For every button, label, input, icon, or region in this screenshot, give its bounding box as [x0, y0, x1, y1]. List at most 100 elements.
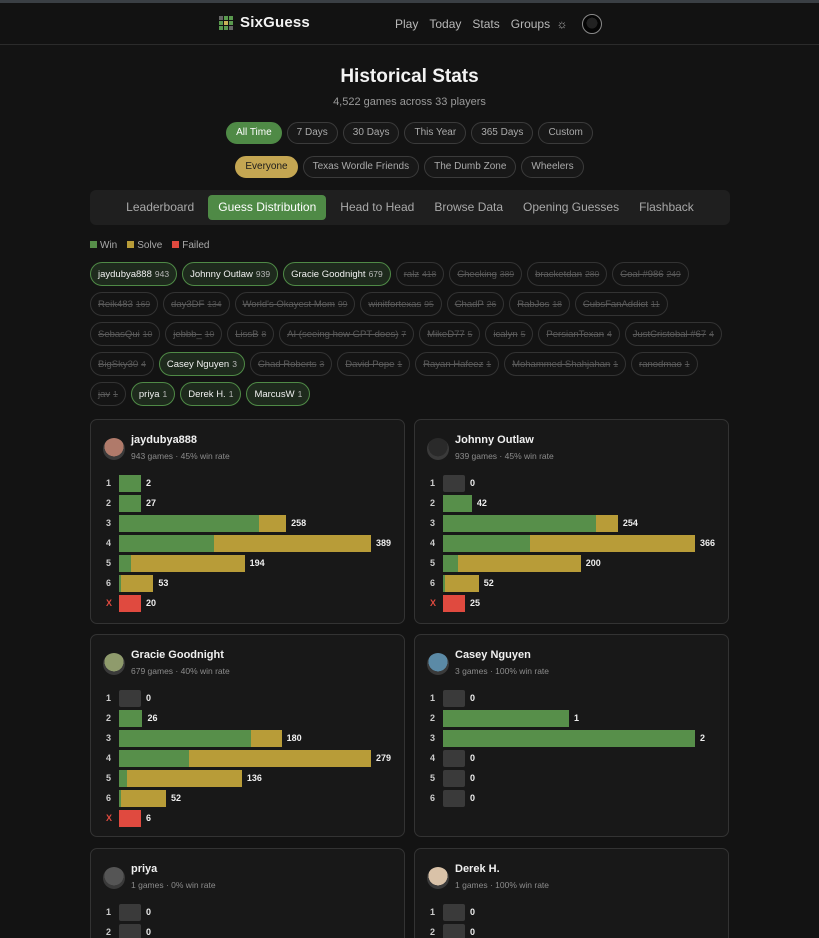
player-chip[interactable]: priya 1: [130, 382, 176, 406]
player-chip-count: 18: [552, 299, 562, 309]
player-chip[interactable]: Johnny Outlaw 939: [182, 262, 279, 286]
bar-value: 2: [700, 733, 706, 743]
player-chip[interactable]: JustCristobal #67 4: [624, 322, 722, 346]
group-filter-0[interactable]: Everyone: [235, 156, 298, 178]
player-chip[interactable]: icalyn 5: [485, 322, 534, 346]
player-chip[interactable]: MikeD77 5: [419, 322, 481, 346]
player-chip[interactable]: day3DF 134: [163, 292, 230, 316]
group-filter-row: Everyone Texas Wordle Friends The Dumb Zon…: [0, 156, 819, 178]
player-chip[interactable]: winitfortexas 95: [360, 292, 442, 316]
time-filter-3[interactable]: This Year: [404, 122, 467, 144]
player-chip-count: 8: [261, 329, 267, 339]
player-chip[interactable]: Chad Roberts 3: [249, 352, 333, 376]
player-chip-count: 1: [162, 389, 168, 399]
player-name: Johnny Outlaw: [455, 434, 534, 446]
player-chip[interactable]: Reik483 169: [90, 292, 159, 316]
nav-play[interactable]: Play: [395, 17, 419, 31]
theme-toggle-sun-icon[interactable]: ☼: [556, 17, 568, 31]
player-chip[interactable]: CubsFanAddict 11: [574, 292, 668, 316]
player-chip-count: 5: [467, 329, 473, 339]
player-chip-name: AI (seeing how GPT does): [287, 329, 399, 340]
player-chip[interactable]: ranodmao 1: [631, 352, 698, 376]
player-chip[interactable]: BigSky30 4: [90, 352, 154, 376]
player-chip[interactable]: World's Okayest Mom 99: [234, 292, 356, 316]
user-avatar[interactable]: [582, 14, 602, 34]
tab-guess-distribution[interactable]: Guess Distribution: [208, 195, 327, 220]
time-filter-5[interactable]: Custom: [538, 122, 593, 144]
player-chip[interactable]: PersianTexan 4: [538, 322, 620, 346]
empty-segment: [443, 923, 465, 938]
player-chip-name: winitfortexas: [368, 299, 422, 310]
player-chip[interactable]: ralz 418: [395, 262, 445, 286]
player-chip[interactable]: MarcusW 1: [246, 382, 311, 406]
brand[interactable]: SixGuess: [219, 14, 310, 31]
stats-tabs: Leaderboard Guess Distribution Head to Hea…: [90, 190, 730, 225]
nav-groups[interactable]: Groups: [510, 17, 551, 31]
tab-head-to-head[interactable]: Head to Head: [340, 200, 415, 214]
player-chip[interactable]: jav 1: [90, 382, 126, 406]
player-chip[interactable]: jebbb_ 10: [165, 322, 223, 346]
logo-icon: [219, 15, 233, 30]
time-filter-2[interactable]: 30 Days: [342, 122, 400, 144]
solve-segment: [127, 769, 242, 787]
player-avatar: [103, 653, 125, 675]
distribution-bar: [119, 514, 287, 532]
time-filter-0[interactable]: All Time: [226, 122, 282, 144]
nav-today[interactable]: Today: [429, 17, 462, 31]
player-distribution-card: Derek H. 1 games · 100% win rate 1 0 2 0: [414, 848, 729, 938]
group-filter-1[interactable]: Texas Wordle Friends: [302, 156, 420, 178]
player-chip-count: 1: [613, 359, 619, 369]
card-header: Casey Nguyen 3 games · 100% win rate: [427, 649, 549, 676]
win-segment: [119, 514, 259, 532]
player-chip[interactable]: LissB 8: [227, 322, 275, 346]
player-chip-count: 249: [666, 269, 681, 279]
player-info: Casey Nguyen 3 games · 100% win rate: [455, 649, 549, 676]
distribution-bar: [119, 494, 141, 512]
player-chip[interactable]: SebasQui 10: [90, 322, 161, 346]
solve-segment: [250, 729, 282, 747]
bar-value: 6: [146, 813, 152, 823]
tab-flashback[interactable]: Flashback: [639, 200, 694, 214]
guess-number-label: 1: [106, 907, 112, 917]
group-filter-2[interactable]: The Dumb Zone: [424, 156, 517, 178]
player-chip[interactable]: Gracie Goodnight 679: [283, 262, 391, 286]
player-chip[interactable]: Derek H. 1: [180, 382, 242, 406]
group-filter-3[interactable]: Wheelers: [521, 156, 584, 178]
player-chip-count: 3: [232, 359, 237, 369]
player-chip-name: day3DF: [171, 299, 205, 310]
player-chip[interactable]: Rayan Hafeez 1: [415, 352, 500, 376]
player-chip[interactable]: Mohammed Shahjahan 1: [504, 352, 627, 376]
player-chip[interactable]: bracketdan 280: [527, 262, 608, 286]
distribution-row: X 20: [106, 593, 391, 613]
empty-segment: [443, 789, 465, 807]
player-chip[interactable]: Coal #986 249: [612, 262, 689, 286]
guess-number-label: 6: [430, 578, 436, 588]
time-filter-1[interactable]: 7 Days: [286, 122, 338, 144]
nav-stats[interactable]: Stats: [472, 17, 500, 31]
tab-opening-guesses[interactable]: Opening Guesses: [523, 200, 620, 214]
player-chip[interactable]: jaydubya888 943: [90, 262, 178, 286]
distribution-bar: [443, 689, 465, 707]
guess-number-label: 2: [106, 927, 112, 937]
tab-leaderboard[interactable]: Leaderboard: [126, 200, 195, 214]
player-chip[interactable]: Checking 389: [449, 262, 523, 286]
distribution-bar: [443, 514, 618, 532]
player-chip[interactable]: David Pope 1: [337, 352, 411, 376]
player-chip[interactable]: AI (seeing how GPT does) 7: [279, 322, 415, 346]
player-chip-name: David Pope: [345, 359, 395, 370]
time-filter-4[interactable]: 365 Days: [471, 122, 534, 144]
player-distribution-card: Gracie Goodnight 679 games · 40% win rate…: [90, 634, 405, 837]
bar-value: 1: [574, 713, 580, 723]
player-chip[interactable]: ChadP 26: [446, 292, 505, 316]
distribution-row: 3 180: [106, 728, 391, 748]
player-chip[interactable]: Casey Nguyen 3: [158, 352, 245, 376]
player-chip[interactable]: RabJos 18: [509, 292, 570, 316]
bar-value: 194: [249, 558, 265, 568]
bar-value: 200: [585, 558, 601, 568]
tab-browse-data[interactable]: Browse Data: [434, 200, 504, 214]
distribution-row: 6 53: [106, 573, 391, 593]
bar-value: 366: [699, 538, 716, 548]
player-chip-count: 4: [141, 359, 146, 369]
bar-value: 27: [146, 498, 157, 508]
